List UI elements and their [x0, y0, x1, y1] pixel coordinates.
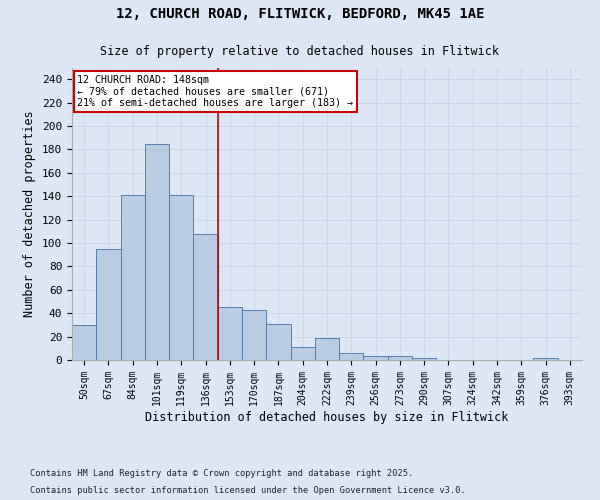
- Text: Contains HM Land Registry data © Crown copyright and database right 2025.: Contains HM Land Registry data © Crown c…: [30, 468, 413, 477]
- Bar: [193, 234, 218, 360]
- Bar: [242, 310, 266, 360]
- Bar: [290, 347, 315, 360]
- Bar: [96, 249, 121, 360]
- Bar: [121, 195, 145, 360]
- Bar: [218, 308, 242, 360]
- Bar: [145, 144, 169, 360]
- Y-axis label: Number of detached properties: Number of detached properties: [23, 110, 37, 317]
- Text: Contains public sector information licensed under the Open Government Licence v3: Contains public sector information licen…: [30, 486, 466, 495]
- Bar: [533, 358, 558, 360]
- Bar: [169, 195, 193, 360]
- Bar: [412, 358, 436, 360]
- Bar: [72, 325, 96, 360]
- Text: 12, CHURCH ROAD, FLITWICK, BEDFORD, MK45 1AE: 12, CHURCH ROAD, FLITWICK, BEDFORD, MK45…: [116, 8, 484, 22]
- Bar: [266, 324, 290, 360]
- Bar: [315, 338, 339, 360]
- X-axis label: Distribution of detached houses by size in Flitwick: Distribution of detached houses by size …: [145, 410, 509, 424]
- Text: Size of property relative to detached houses in Flitwick: Size of property relative to detached ho…: [101, 45, 499, 58]
- Bar: [364, 356, 388, 360]
- Bar: [339, 353, 364, 360]
- Bar: [388, 356, 412, 360]
- Text: 12 CHURCH ROAD: 148sqm
← 79% of detached houses are smaller (671)
21% of semi-de: 12 CHURCH ROAD: 148sqm ← 79% of detached…: [77, 75, 353, 108]
